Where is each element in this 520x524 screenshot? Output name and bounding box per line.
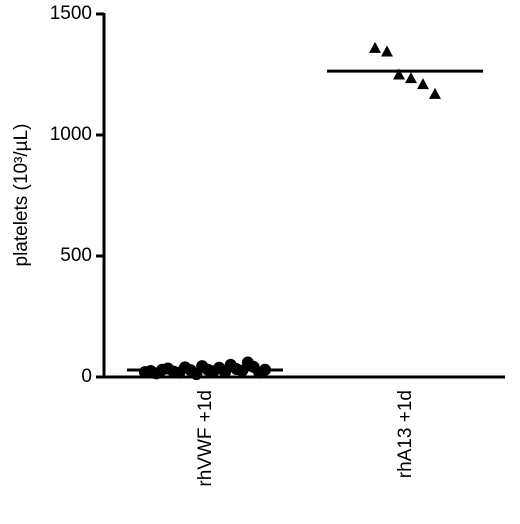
y-tick-label: 0 [81,366,92,387]
x-tick-label: rhVWF +1d [195,390,216,487]
data-point [369,41,381,53]
y-tick-label: 500 [60,245,92,266]
y-axis-label: platelets (10³/µL) [11,124,32,267]
data-point [405,72,417,84]
x-tick-label: rhA13 +1d [395,390,416,478]
data-point [393,68,405,80]
data-point [381,45,393,57]
y-tick-label: 1500 [50,3,92,24]
data-point [429,87,441,99]
y-tick-label: 1000 [50,124,92,145]
data-point [417,78,429,90]
